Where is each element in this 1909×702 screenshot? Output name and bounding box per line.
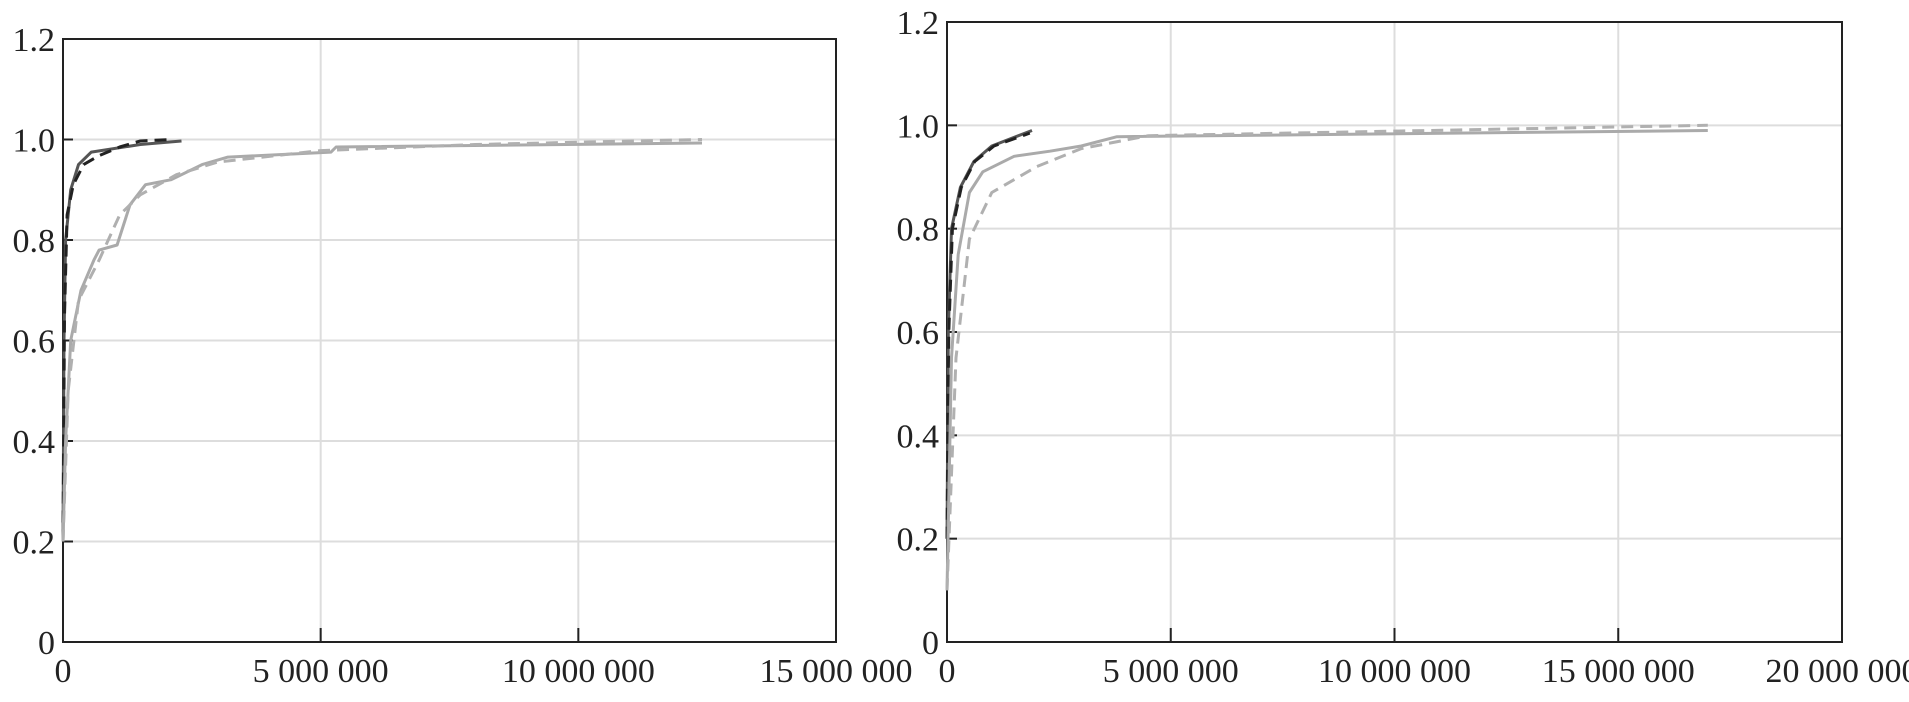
y-tick-label: 0.4 <box>897 418 940 455</box>
y-tick-label: 0.4 <box>13 424 56 461</box>
x-tick-label: 15 000 000 <box>760 653 913 690</box>
y-tick-label: 0.8 <box>897 212 940 249</box>
x-tick-label: 15 000 000 <box>1542 653 1695 690</box>
x-tick-label: 5 000 000 <box>1103 653 1239 690</box>
series-line-3 <box>945 129 1708 591</box>
x-tick-label: 5 000 000 <box>253 653 389 690</box>
y-tick-label: 0.2 <box>13 525 56 562</box>
y-tick-label: 0 <box>38 625 55 662</box>
series-line-4 <box>61 138 703 542</box>
y-tick-label: 0.2 <box>897 522 940 559</box>
x-tick-label: 0 <box>55 653 72 690</box>
y-tick-label: 0 <box>922 625 939 662</box>
y-tick-label: 0.8 <box>13 223 56 260</box>
y-tick-label: 0.6 <box>13 324 56 361</box>
chart-panel-1: 0 0.2 0.4 0.6 0.8 1.0 1.2 0 5 000 000 10 000 000 1… <box>13 22 913 690</box>
series-line-2 <box>945 131 1031 539</box>
y-tick-label: 1.0 <box>897 108 940 145</box>
x-tick-label: 10 000 000 <box>502 653 655 690</box>
x-tick-label: 20 000 000 <box>1766 653 1909 690</box>
x-tick-label: 10 000 000 <box>1318 653 1471 690</box>
chart-panel-2: 0 0.2 0.4 0.6 0.8 1.0 1.2 0 5 000 000 10 000 000 1… <box>897 5 1909 690</box>
y-tick-label: 1.0 <box>13 123 56 160</box>
x-tick-label: 0 <box>939 653 956 690</box>
y-tick-label: 0.6 <box>897 315 940 352</box>
series-line-2 <box>61 138 172 542</box>
y-tick-label: 1.2 <box>897 5 940 42</box>
series-line-3 <box>61 141 703 542</box>
y-tick-label: 1.2 <box>13 22 56 59</box>
series-line-4 <box>945 123 1708 591</box>
